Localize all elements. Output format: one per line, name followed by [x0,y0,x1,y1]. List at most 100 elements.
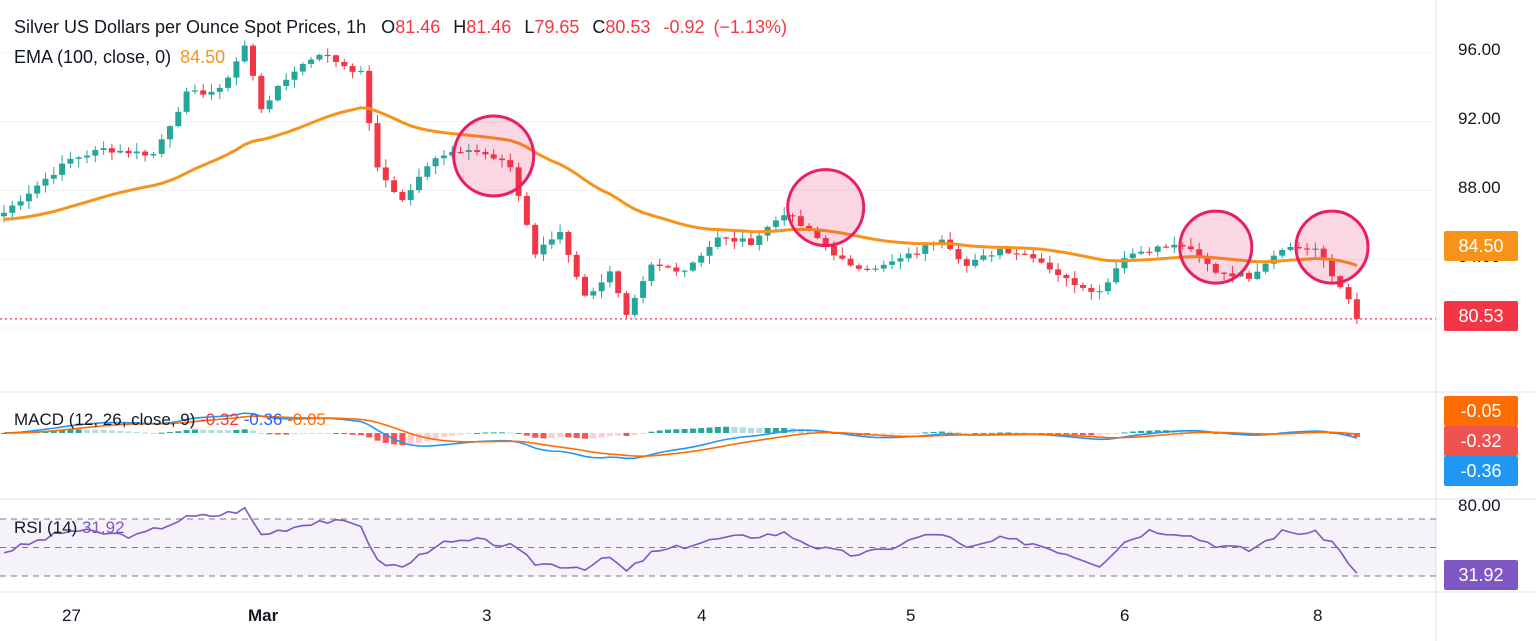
macd-histogram-bar [266,433,273,435]
candle-up [117,150,124,153]
candle-down [1046,262,1053,270]
macd-histogram-bar [1129,431,1136,433]
macd-histogram-bar [1080,433,1086,436]
macd-signal-line [3,415,1357,457]
candle-up [92,150,99,156]
candle-up [889,261,896,265]
macd-histogram-bar [814,430,821,433]
candle-up [739,238,746,242]
macd-histogram-bar [1353,433,1360,437]
macd-histogram-bar [938,431,945,433]
macd-histogram-bar [905,433,912,434]
macd-histogram-bar [1063,433,1070,435]
candle-down [374,123,381,168]
candle-up [590,291,597,296]
candle-up [1279,249,1286,256]
candle-up [59,163,66,175]
candle-down [1353,299,1360,319]
macd-histogram-bar [241,429,248,433]
candle-up [225,77,232,88]
candle-up [922,245,929,254]
candle-down [1038,258,1045,263]
macd-histogram-bar [980,432,987,434]
open-label: O [381,17,396,37]
candle-up [1171,244,1178,248]
candle-down [814,229,821,239]
macd-histogram-bar [92,429,99,433]
macd-histogram-bar [631,433,638,436]
macd-histogram-bar [416,433,422,443]
candle-up [640,281,647,298]
candle-down [142,151,149,156]
candle-up [714,237,721,247]
macd-histogram-bar [399,433,406,445]
macd-histogram-bar [698,428,705,433]
macd-histogram-bar [316,433,323,434]
x-tick-8: 8 [1313,606,1323,625]
macd-histogram-bar [615,433,622,436]
macd-histogram-bar [225,430,232,433]
macd-histogram-bar [84,429,90,433]
candle-down [1246,272,1252,279]
macd-histogram-bar [382,433,389,443]
candle-up [158,139,165,154]
macd-hist-value: -0.32 [200,410,239,429]
candle-up [9,205,16,213]
macd-histogram-bar [299,433,306,434]
candle-up [283,79,290,86]
macd-histogram-bar [125,431,132,433]
candle-up [440,155,447,159]
macd-histogram-bar [532,433,539,438]
highlight-circle-2 [786,168,866,248]
candle-down [723,237,730,239]
candle-up [175,111,182,127]
candle-down [125,150,132,154]
macd-histogram-bar [108,430,115,433]
candle-down [1221,272,1228,274]
highlight-circle-1 [452,114,536,198]
candle-down [748,238,754,245]
macd-histogram-bar [880,433,887,436]
candle-down [1005,248,1012,254]
macd-histogram-bar [972,433,979,434]
rsi-badge: 31.92 [1444,560,1518,590]
candle-up [75,157,82,159]
candle-down [482,151,489,155]
candle-up [465,150,472,153]
candle-down [731,237,738,242]
macd-histogram-bar [158,432,165,434]
close-price-badge: 80.53 [1444,301,1518,331]
ema-legend: EMA (100, close, 0) 84.50 [14,47,229,68]
macd-histogram-bar [407,433,414,445]
low-label: L [524,17,535,37]
candle-down [839,255,846,259]
candle-up [291,71,298,80]
candle-up [772,220,779,227]
macd-histogram-bar [1046,433,1053,434]
macd-histogram-bar [308,433,315,434]
macd-histogram-bar [714,426,721,433]
candle-up [648,264,655,282]
candle-up [266,100,273,110]
candle-up [756,235,763,245]
candle-down [1071,278,1078,286]
macd-histogram-bar [341,433,348,435]
candle-down [1163,246,1169,248]
candle-up [606,271,613,283]
macd-histogram-bar [1138,430,1145,433]
candle-up [938,239,945,244]
macd-histogram-bar [1071,433,1078,435]
candle-up [972,259,979,266]
price-tick-92: 92.00 [1458,109,1501,128]
macd-histogram-bar [357,433,364,436]
candle-down [1345,287,1352,300]
rsi-line [3,506,1358,574]
macd-histogram-bar [258,432,265,434]
macd-histogram-bar [274,433,281,435]
macd-histogram-bar [1038,433,1045,434]
change-percent: (−1.13%) [713,17,788,37]
macd-histogram-bar [200,429,207,433]
candle-down [515,167,522,196]
candle-up [681,270,688,272]
